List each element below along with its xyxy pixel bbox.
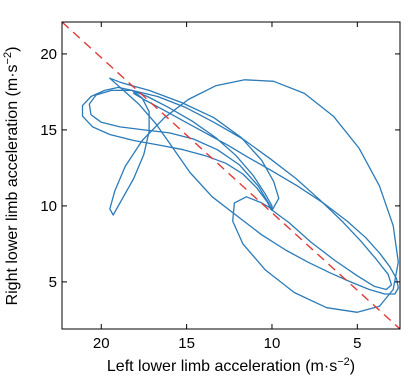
plot-frame [61,21,401,330]
x-tick-label: 20 [93,335,110,352]
tick-layer: 20 15 10 5 5 10 15 20 [40,22,400,352]
x-axis-label-end: ) [350,358,355,375]
identity-line [62,22,400,329]
y-axis-label-main: Right lower limb acceleration (m·s [4,64,21,305]
acceleration-trace-2 [88,89,393,291]
series-layer [62,22,400,329]
y-axis-label-sup: −2 [2,52,14,65]
y-tick-label: 15 [40,122,57,139]
x-axis-label-sup: −2 [337,356,350,368]
x-tick-label: 15 [178,335,195,352]
acceleration-trace-3 [81,79,399,313]
x-tick-label: 10 [264,335,281,352]
y-axis-label: Right lower limb acceleration (m·s−2) [2,47,21,306]
x-tick-label: 5 [353,335,361,352]
y-tick-label: 20 [40,46,57,63]
y-tick-label: 10 [40,198,57,215]
y-tick-label: 5 [49,274,57,291]
x-axis-label: Left lower limb acceleration (m·s−2) [107,356,355,375]
x-axis-label-main: Left lower limb acceleration (m·s [107,358,337,375]
y-axis-label-end: ) [4,47,21,52]
